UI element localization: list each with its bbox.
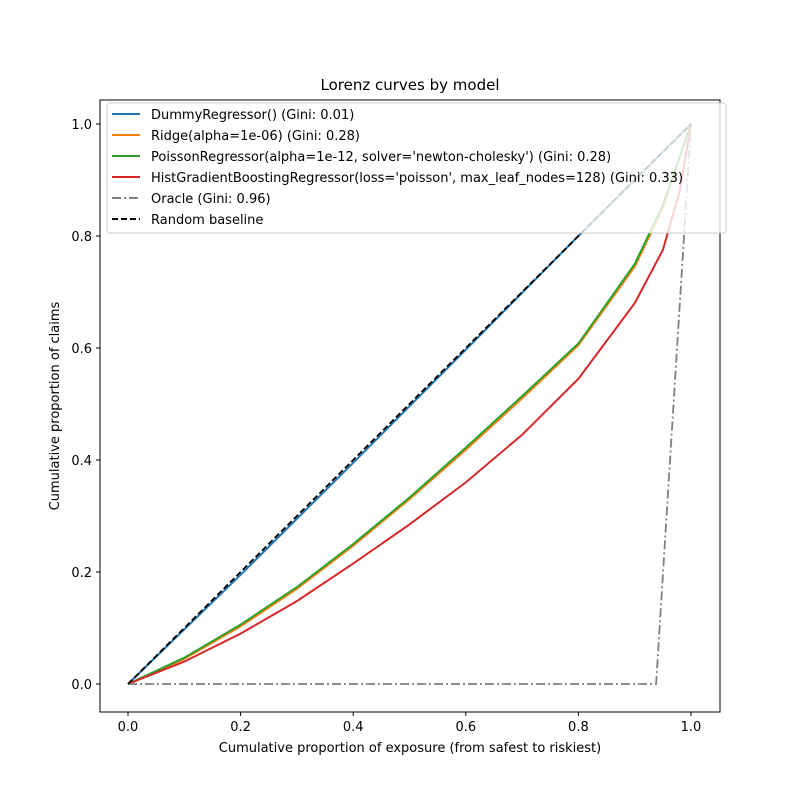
series-line-1 xyxy=(127,123,692,685)
legend-label: HistGradientBoostingRegressor(loss='pois… xyxy=(151,171,683,186)
legend-box xyxy=(106,102,727,234)
series-line-4 xyxy=(128,123,692,685)
y-tick-label: 1.0 xyxy=(71,118,92,133)
legend-label: DummyRegressor() (Gini: 0.01) xyxy=(151,108,354,123)
plot-frame xyxy=(99,99,721,713)
y-tick-label: 0.2 xyxy=(71,566,92,581)
y-tick-label: 0.6 xyxy=(71,342,92,357)
x-tick-label: 0.8 xyxy=(568,720,589,735)
x-tick-label: 0.0 xyxy=(118,720,139,735)
series-line-3 xyxy=(127,123,692,685)
legend: DummyRegressor() (Gini: 0.01) Ridge(alpha… xyxy=(106,102,727,234)
legend-label: Random baseline xyxy=(151,213,263,228)
y-tick-label: 0.4 xyxy=(71,454,92,469)
y-tick-label: 0.8 xyxy=(71,230,92,245)
x-tick-label: 0.4 xyxy=(343,720,364,735)
y-axis-label: Cumulative proportion of claims xyxy=(48,301,63,510)
legend-label: Ridge(alpha=1e-06) (Gini: 0.28) xyxy=(151,129,360,144)
y-tick-label: 0.0 xyxy=(71,678,92,693)
series-line-2 xyxy=(127,123,692,685)
x-tick-label: 0.6 xyxy=(455,720,476,735)
x-tick-label: 0.2 xyxy=(230,720,251,735)
chart-title: Lorenz curves by model xyxy=(321,76,500,94)
legend-label: PoissonRegressor(alpha=1e-12, solver='ne… xyxy=(151,150,611,165)
x-axis-label: Cumulative proportion of exposure (from … xyxy=(219,741,601,756)
x-tick-label: 1.0 xyxy=(681,720,702,735)
legend-label: Oracle (Gini: 0.96) xyxy=(151,192,271,207)
